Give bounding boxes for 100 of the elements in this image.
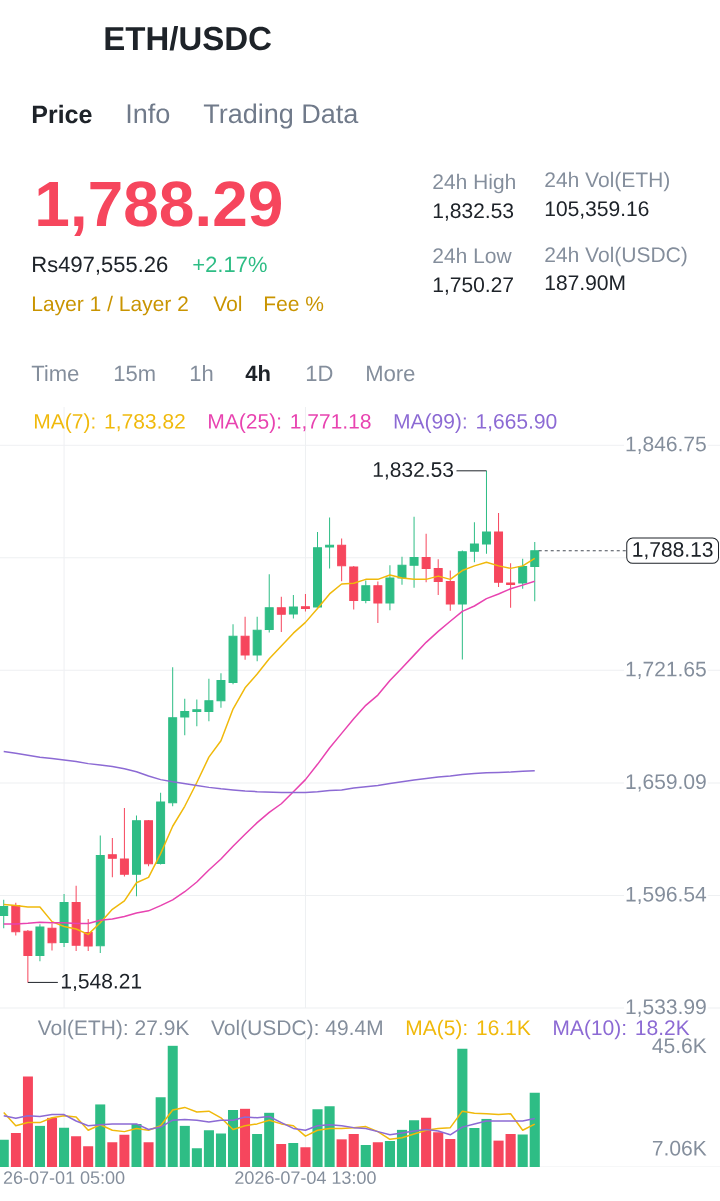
bar — [240, 1108, 251, 1167]
text: MA(7): 1,783.82 — [34, 413, 185, 433]
text: 24h Low — [433, 247, 512, 264]
candlestick — [228, 623, 238, 685]
bar — [384, 1140, 395, 1167]
candlestick — [337, 538, 347, 582]
text: 15m — [114, 365, 155, 382]
candlestick — [349, 565, 359, 611]
candlestick — [325, 516, 335, 569]
text: Rs497,555.26 — [33, 256, 168, 275]
bar — [396, 1129, 408, 1167]
text: 1,788.29 — [38, 181, 281, 236]
candlestick — [144, 819, 154, 867]
text: 1,832.53 — [433, 203, 514, 221]
bar — [324, 1106, 335, 1167]
candlestick — [361, 579, 371, 604]
text: 1D — [306, 365, 333, 381]
candlestick — [204, 678, 214, 722]
candlestick — [216, 672, 226, 709]
bar — [179, 1125, 190, 1167]
text: 24h High — [433, 173, 515, 194]
bar — [372, 1142, 383, 1167]
candlestick — [506, 562, 516, 609]
text: MA(99): 1,665.90 — [394, 413, 557, 433]
bar — [0, 1139, 9, 1167]
candlestick — [71, 885, 81, 952]
bar — [312, 1109, 323, 1167]
y-tick-label: 1,659.09 — [626, 774, 706, 792]
annotation: Vol(USDC): 49.4M — [211, 1019, 382, 1040]
bar — [276, 1144, 287, 1167]
y-tick-label: 45.6K — [652, 1038, 707, 1054]
text: 187.90M — [545, 275, 625, 291]
y-tick-label: 1,533.99 — [626, 999, 706, 1017]
candlestick — [313, 531, 322, 609]
candlestick — [518, 558, 528, 590]
bar — [83, 1146, 94, 1167]
text: Vol — [213, 295, 242, 312]
bar — [421, 1117, 432, 1167]
candlestick — [168, 666, 178, 807]
text: 1h — [190, 365, 213, 381]
candlestick — [192, 699, 202, 727]
x-tick-label: 2026-07-04 13:00 — [235, 1171, 376, 1184]
text: More — [367, 365, 415, 382]
bar — [457, 1048, 468, 1167]
text: 4h — [245, 365, 270, 381]
bar — [517, 1134, 528, 1167]
bar — [493, 1140, 504, 1167]
candlestick — [481, 470, 491, 555]
candlestick — [107, 837, 117, 878]
candlestick — [180, 698, 190, 736]
text: Price — [32, 104, 92, 124]
bar — [264, 1112, 275, 1167]
text: 105,359.16 — [545, 201, 649, 219]
y-tick-label: 1,721.65 — [626, 661, 706, 679]
candlestick — [252, 616, 262, 662]
bar — [203, 1130, 214, 1167]
text: Trading Data — [203, 103, 359, 129]
text: 24h Vol(USDC) — [545, 246, 687, 267]
bar — [46, 1117, 58, 1167]
candlestick — [288, 594, 298, 620]
text: MA(5): 16.1K — [406, 1019, 531, 1040]
bar — [59, 1127, 70, 1167]
bar — [348, 1134, 359, 1167]
bar — [191, 1148, 202, 1167]
bar — [227, 1110, 239, 1167]
candlestick — [385, 564, 395, 611]
line-series — [2, 1106, 536, 1141]
bar — [215, 1133, 227, 1167]
text: Fee % — [264, 296, 324, 312]
candlestick — [494, 512, 504, 588]
candlestick — [421, 533, 431, 583]
candlestick — [156, 792, 166, 866]
text: MA(25): 1,771.18 — [209, 413, 371, 433]
bar — [529, 1092, 540, 1167]
text: Info — [127, 103, 170, 124]
bar — [288, 1143, 299, 1167]
bar — [360, 1144, 371, 1167]
candlestick — [119, 807, 129, 878]
bar — [71, 1136, 82, 1167]
ref-line-label: 1,788.13 — [633, 542, 713, 560]
text: +2.17% — [193, 256, 267, 273]
bar — [408, 1120, 420, 1167]
bar — [336, 1139, 347, 1167]
y-tick-label: 7.06K — [652, 1140, 707, 1156]
bar — [300, 1147, 311, 1167]
candlestick — [300, 593, 310, 612]
annotation: 1,832.53 — [373, 462, 454, 480]
bar — [445, 1139, 456, 1167]
candlestick — [530, 541, 540, 602]
text: 24h Vol(ETH) — [545, 171, 670, 192]
x-tick-label: 26-07-01 05:00 — [3, 1171, 125, 1184]
candlestick — [0, 899, 9, 929]
bar — [433, 1132, 444, 1167]
bar — [252, 1134, 263, 1167]
candlestick — [469, 521, 479, 563]
bar — [34, 1125, 45, 1167]
y-tick-label: 1,596.54 — [626, 886, 707, 905]
candlestick — [457, 550, 467, 660]
y-tick-label: 1,846.75 — [626, 436, 706, 454]
bar — [505, 1134, 516, 1167]
